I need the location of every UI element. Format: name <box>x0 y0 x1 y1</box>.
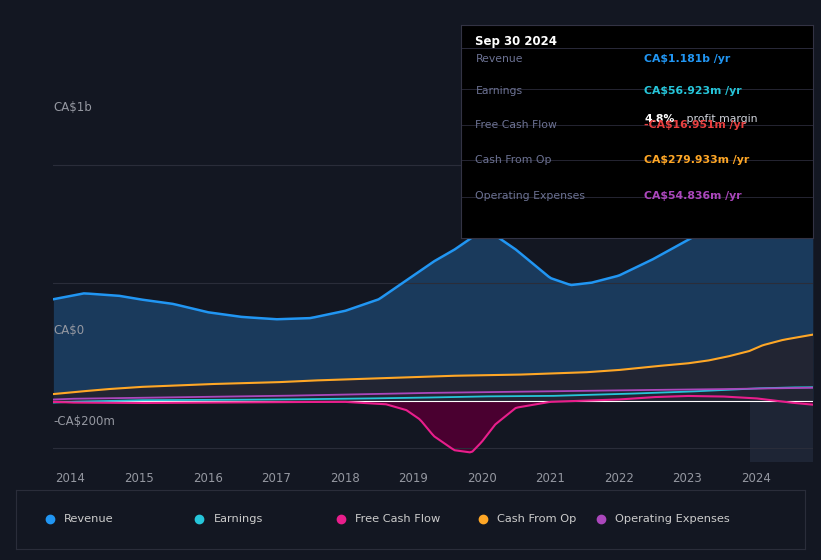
Text: Earnings: Earnings <box>213 515 263 524</box>
Text: CA$56.923m /yr: CA$56.923m /yr <box>644 86 741 96</box>
Text: Free Cash Flow: Free Cash Flow <box>475 120 557 130</box>
Text: -CA$200m: -CA$200m <box>53 414 115 428</box>
Text: CA$0: CA$0 <box>53 324 85 337</box>
Text: CA$54.836m /yr: CA$54.836m /yr <box>644 191 741 201</box>
Text: Earnings: Earnings <box>475 86 523 96</box>
Text: Cash From Op: Cash From Op <box>498 515 576 524</box>
Text: CA$279.933m /yr: CA$279.933m /yr <box>644 155 750 165</box>
Text: Operating Expenses: Operating Expenses <box>616 515 730 524</box>
Text: Operating Expenses: Operating Expenses <box>475 191 585 201</box>
Text: CA$1.181b /yr: CA$1.181b /yr <box>644 54 731 64</box>
Text: Revenue: Revenue <box>64 515 113 524</box>
Text: CA$1b: CA$1b <box>53 101 92 114</box>
Text: profit margin: profit margin <box>683 114 757 124</box>
Text: Revenue: Revenue <box>475 54 523 64</box>
Text: -CA$16.951m /yr: -CA$16.951m /yr <box>644 120 746 130</box>
Text: Cash From Op: Cash From Op <box>475 155 552 165</box>
Text: Free Cash Flow: Free Cash Flow <box>355 515 441 524</box>
Text: 4.8%: 4.8% <box>644 114 675 124</box>
Bar <box>750 118 813 462</box>
Text: Sep 30 2024: Sep 30 2024 <box>475 35 557 48</box>
